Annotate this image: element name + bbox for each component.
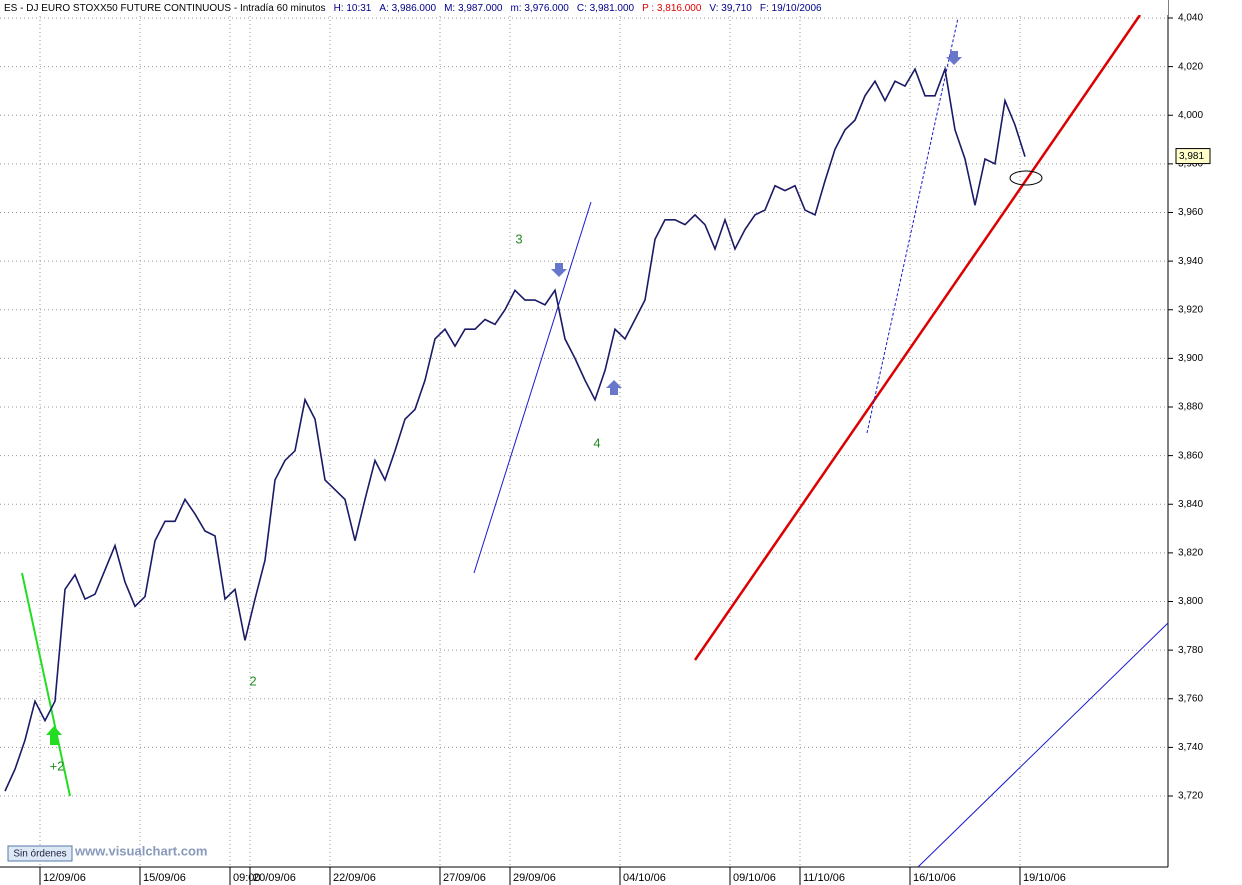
x-tick-label: 11/10/06 xyxy=(803,872,845,884)
arrow-down xyxy=(551,263,567,277)
x-tick-label: 27/09/06 xyxy=(443,872,486,884)
plot xyxy=(4,65,1026,792)
y-tick-label: 3,800 xyxy=(1178,596,1203,607)
trend-line xyxy=(21,572,71,797)
info-item: P : 3,816.000 xyxy=(642,3,702,14)
x-tick-label: 29/09/06 xyxy=(513,872,556,884)
y-tick-label: 3,780 xyxy=(1178,645,1203,656)
status: Sin órdenes xyxy=(13,849,66,860)
watermark: www.visualchart.com xyxy=(74,843,207,858)
y-tick-label: 3,860 xyxy=(1178,450,1203,461)
x-tick-label: 09/10/06 xyxy=(733,872,776,884)
y-tick-label: 3,960 xyxy=(1178,207,1203,218)
info-item: V: 39,710 xyxy=(709,3,752,14)
x-tick-label: 16/10/06 xyxy=(913,872,956,884)
info: H: 10:31 A: 3,986.000 M: 3,987.000 m: 3,976… xyxy=(334,3,822,14)
header: ES - DJ EURO STOXX50 FUTURE CONTINUOUS -… xyxy=(4,3,822,14)
wave-label: 3 xyxy=(515,231,522,246)
arrow-up xyxy=(606,380,622,395)
wave-label: 2 xyxy=(249,673,256,688)
y-tick-label: 3,820 xyxy=(1178,548,1203,559)
x-tick-label: 09:00 xyxy=(233,872,261,884)
y-tick-label: 3,760 xyxy=(1178,693,1203,704)
y-tick-label: 3,920 xyxy=(1178,304,1203,315)
info-item: m: 3,976.000 xyxy=(510,3,569,14)
info-item: C: 3,981.000 xyxy=(577,3,635,14)
info-item: A: 3,986.000 xyxy=(379,3,436,14)
y-tick-label: 4,020 xyxy=(1178,61,1203,72)
arrow-down xyxy=(946,51,962,65)
highlight-ellipse xyxy=(1009,170,1043,186)
chart-title: ES - DJ EURO STOXX50 FUTURE CONTINUOUS -… xyxy=(4,3,326,14)
status-box[interactable] xyxy=(7,845,73,862)
trend-line xyxy=(693,14,1142,661)
wave-label: +2 xyxy=(50,758,65,773)
trend-line xyxy=(917,622,1169,868)
x-tick-label: 15/09/06 xyxy=(143,872,186,884)
y-tick-label: 3,720 xyxy=(1178,791,1203,802)
trend-line xyxy=(866,17,959,434)
arrow-up xyxy=(46,726,62,745)
info-item: M: 3,987.000 xyxy=(444,3,503,14)
y-tick-label: 3,940 xyxy=(1178,256,1203,267)
info-item: H: 10:31 xyxy=(334,3,372,14)
x-tick-label: 22/09/06 xyxy=(333,872,376,884)
trend-line xyxy=(473,201,592,574)
y-tick-label: 3,840 xyxy=(1178,499,1203,510)
y-tick-label: 3,740 xyxy=(1178,742,1203,753)
y-tick-label: 3,880 xyxy=(1178,402,1203,413)
x-tick-label: 19/10/06 xyxy=(1023,872,1066,884)
x-tick-label: 20/09/06 xyxy=(253,872,296,884)
info-item: F: 19/10/2006 xyxy=(760,3,822,14)
last-price-label: 3,981 xyxy=(1179,151,1204,162)
header-bg xyxy=(0,0,1168,15)
x-tick-label: 04/10/06 xyxy=(623,872,666,884)
y-tick-label: 4,000 xyxy=(1178,110,1203,121)
price-line xyxy=(4,65,1026,792)
x-tick-label: 12/09/06 xyxy=(43,872,86,884)
wave-label: 4 xyxy=(593,435,600,450)
y-tick-label: 3,900 xyxy=(1178,353,1203,364)
annotations: 3 4 2 +2 xyxy=(50,231,601,773)
last-price-box xyxy=(1175,148,1211,165)
y-tick-label: 4,040 xyxy=(1178,13,1203,24)
grid xyxy=(0,0,1168,867)
